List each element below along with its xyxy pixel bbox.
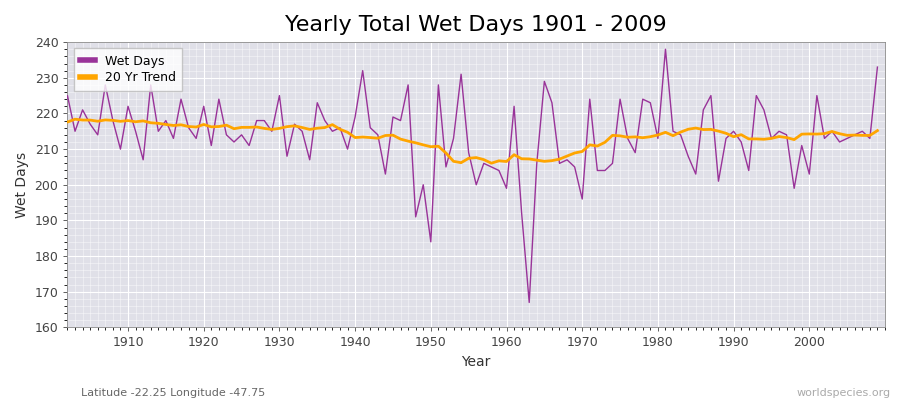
Wet Days — [501, 186, 512, 191]
Wet Days — [327, 129, 338, 134]
Wet Days — [282, 154, 292, 159]
Title: Yearly Total Wet Days 1901 - 2009: Yearly Total Wet Days 1901 - 2009 — [285, 15, 667, 35]
20 Yr Trend — [327, 122, 338, 127]
Wet Days — [872, 65, 883, 70]
Text: Latitude -22.25 Longitude -47.75: Latitude -22.25 Longitude -47.75 — [81, 388, 266, 398]
Wet Days — [55, 115, 66, 120]
20 Yr Trend — [115, 119, 126, 124]
Wet Days — [115, 147, 126, 152]
Text: worldspecies.org: worldspecies.org — [796, 388, 891, 398]
Legend: Wet Days, 20 Yr Trend: Wet Days, 20 Yr Trend — [74, 48, 182, 91]
Wet Days — [660, 47, 670, 52]
Wet Days — [524, 300, 535, 305]
20 Yr Trend — [486, 161, 497, 166]
Line: 20 Yr Trend: 20 Yr Trend — [60, 119, 877, 163]
Line: Wet Days: Wet Days — [60, 49, 877, 302]
Wet Days — [599, 168, 610, 173]
Y-axis label: Wet Days: Wet Days — [15, 152, 29, 218]
20 Yr Trend — [55, 116, 66, 121]
20 Yr Trend — [872, 128, 883, 133]
20 Yr Trend — [599, 140, 610, 145]
20 Yr Trend — [508, 152, 519, 157]
20 Yr Trend — [282, 124, 292, 129]
Wet Days — [493, 168, 504, 173]
X-axis label: Year: Year — [462, 355, 490, 369]
20 Yr Trend — [501, 159, 512, 164]
